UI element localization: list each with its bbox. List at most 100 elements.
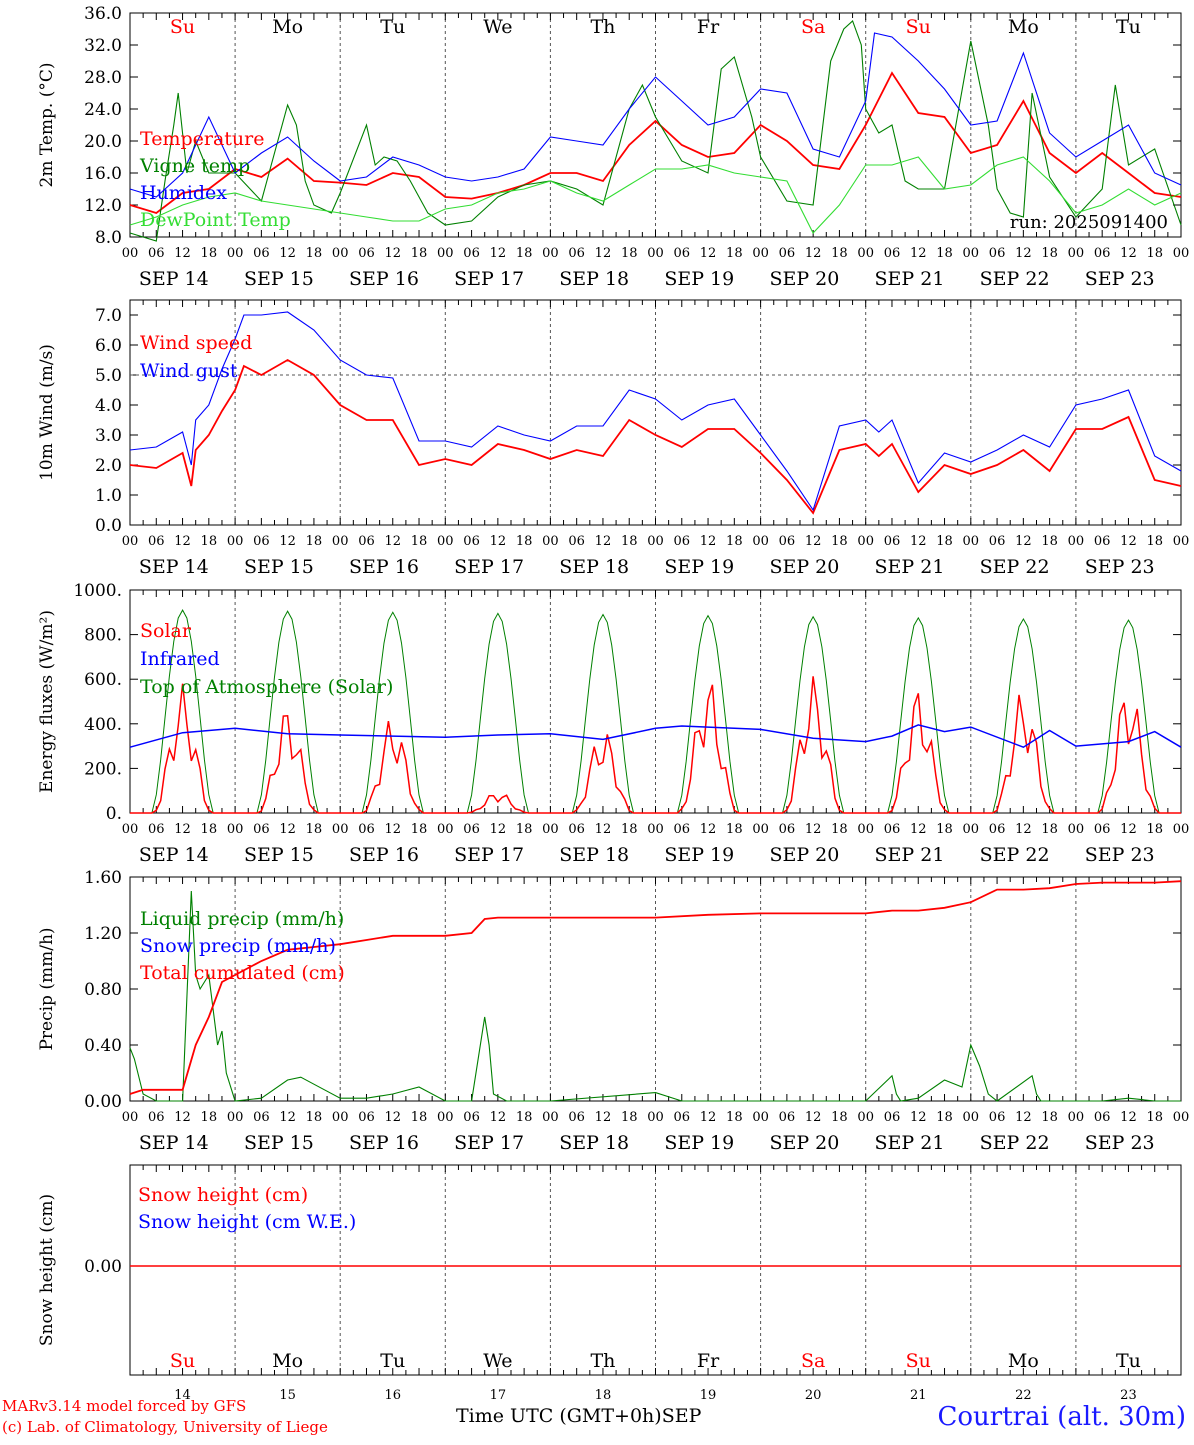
legend-entry: Wind speed	[140, 332, 252, 354]
x-hour-label: 06	[779, 822, 796, 837]
x-axis-label: Time UTC (GMT+0h)SEP	[456, 1405, 701, 1427]
legend-entry: Vigne temp	[139, 155, 250, 177]
x-hour-label: 18	[831, 822, 848, 837]
x-hour-label: 00	[122, 1110, 139, 1125]
x-hour-label: 00	[122, 246, 139, 261]
x-hour-label: 12	[700, 822, 717, 837]
x-hour-label: 12	[805, 534, 822, 549]
x-hour-label: 00	[542, 534, 559, 549]
y-tick-label: 2.0	[95, 456, 122, 476]
x-hour-label: 06	[989, 822, 1006, 837]
x-date-label: SEP 19	[664, 556, 734, 578]
x-date-label: SEP 17	[454, 1132, 524, 1154]
x-date-label: SEP 19	[664, 844, 734, 866]
x-hour-label: 00	[332, 1110, 349, 1125]
x-axis-month: SEP	[661, 1405, 702, 1427]
location-title: Courtrai (alt. 30m)	[937, 1402, 1187, 1432]
x-hour-label: 18	[831, 246, 848, 261]
x-hour-label: 06	[674, 822, 691, 837]
x-hour-label: 06	[674, 246, 691, 261]
x-hour-label: 00	[1068, 822, 1085, 837]
x-hour-label: 12	[1015, 534, 1032, 549]
x-hour-label: 18	[306, 1110, 323, 1125]
y-tick-label: 28.0	[84, 68, 122, 88]
x-hour-label: 12	[384, 1110, 401, 1125]
y-tick-label: 400.	[84, 715, 122, 735]
x-date-label: SEP 18	[559, 844, 629, 866]
x-hour-label: 18	[726, 246, 743, 261]
x-hour-label: 12	[910, 246, 927, 261]
x-hour-label: 12	[595, 246, 612, 261]
model-credit: MARv3.14 model forced by GFS	[2, 1397, 247, 1415]
y-tick-label: 800.	[84, 626, 122, 646]
x-hour-label: 00	[1173, 246, 1190, 261]
y-tick-label: 0.0	[95, 516, 122, 536]
y-tick-label: 0.	[106, 804, 122, 824]
x-hour-label: 12	[279, 534, 296, 549]
day-letter: Th	[590, 1350, 615, 1372]
series-dewpoint-temp	[129, 156, 1182, 234]
day-number: 15	[279, 1388, 296, 1403]
x-date-label: SEP 14	[139, 268, 209, 290]
plot-frame	[129, 299, 1182, 526]
plot-frame	[129, 589, 1182, 814]
series-wind-speed	[129, 358, 1182, 515]
x-hour-label: 06	[1094, 246, 1111, 261]
y-tick-label: 8.0	[95, 228, 122, 248]
x-hour-label: 12	[805, 822, 822, 837]
y-tick-label: 12.0	[84, 196, 122, 216]
day-letter: We	[483, 16, 512, 38]
x-hour-label: 06	[884, 1110, 901, 1125]
x-date-label: SEP 23	[1085, 268, 1155, 290]
x-hour-label: 18	[201, 1110, 218, 1125]
legend-entry: DewPoint Temp	[140, 209, 291, 231]
legend-entry: Temperature	[140, 128, 264, 150]
x-hour-label: 12	[1120, 1110, 1137, 1125]
x-hour-label: 00	[227, 534, 244, 549]
day-letter: Mo	[272, 1350, 303, 1372]
panel-5: 0.00 Snow height (cm) Su Mo Tu We Th Fr Sa Su Mo Tu…	[37, 1164, 1182, 1403]
x-date-label: SEP 19	[664, 268, 734, 290]
day-number: 18	[595, 1388, 612, 1403]
day-letter: Tu	[380, 1350, 405, 1372]
x-hour-label: 18	[726, 534, 743, 549]
x-hour-label: 00	[1068, 1110, 1085, 1125]
legend-entry: Liquid precip (mm/h)	[140, 908, 344, 930]
x-date-label: SEP 14	[139, 1132, 209, 1154]
series-humidex	[129, 32, 1182, 198]
day-letter: Th	[590, 16, 615, 38]
x-hour-label: 06	[884, 534, 901, 549]
y-tick-label: 600.	[84, 670, 122, 690]
x-date-label: SEP 20	[769, 1132, 839, 1154]
y-axis-title: Energy fluxes (W/m²)	[37, 610, 57, 793]
x-hour-label: 00	[227, 822, 244, 837]
x-hour-label: 12	[174, 246, 191, 261]
x-hour-label: 06	[1094, 1110, 1111, 1125]
x-hour-label: 06	[568, 822, 585, 837]
x-hour-label: 06	[1094, 534, 1111, 549]
y-tick-label: 1000.	[73, 581, 122, 601]
y-tick-label: 1.0	[95, 486, 122, 506]
panel-3: 0. 200. 400. 600. 800. 1000. Energy fluxes (W/…	[37, 581, 1189, 866]
x-hour-label: 06	[463, 534, 480, 549]
x-date-label: SEP 18	[559, 1132, 629, 1154]
x-hour-label: 06	[779, 246, 796, 261]
x-hour-label: 18	[411, 822, 428, 837]
x-hour-label: 06	[884, 822, 901, 837]
y-axis-title: Precip (mm/h)	[37, 927, 57, 1050]
x-hour-label: 06	[253, 246, 270, 261]
x-hour-label: 06	[989, 1110, 1006, 1125]
x-date-label: SEP 22	[980, 844, 1050, 866]
x-hour-label: 00	[647, 822, 664, 837]
y-tick-label: 200.	[84, 759, 122, 779]
day-number: 19	[700, 1388, 717, 1403]
day-letter: Sa	[801, 1350, 825, 1372]
series-liquid-precip-mm-h-	[129, 890, 1181, 1102]
x-hour-label: 12	[700, 246, 717, 261]
day-letter: Tu	[1116, 1350, 1141, 1372]
x-hour-label: 12	[805, 1110, 822, 1125]
x-hour-label: 12	[1120, 822, 1137, 837]
x-date-label: SEP 16	[349, 844, 419, 866]
